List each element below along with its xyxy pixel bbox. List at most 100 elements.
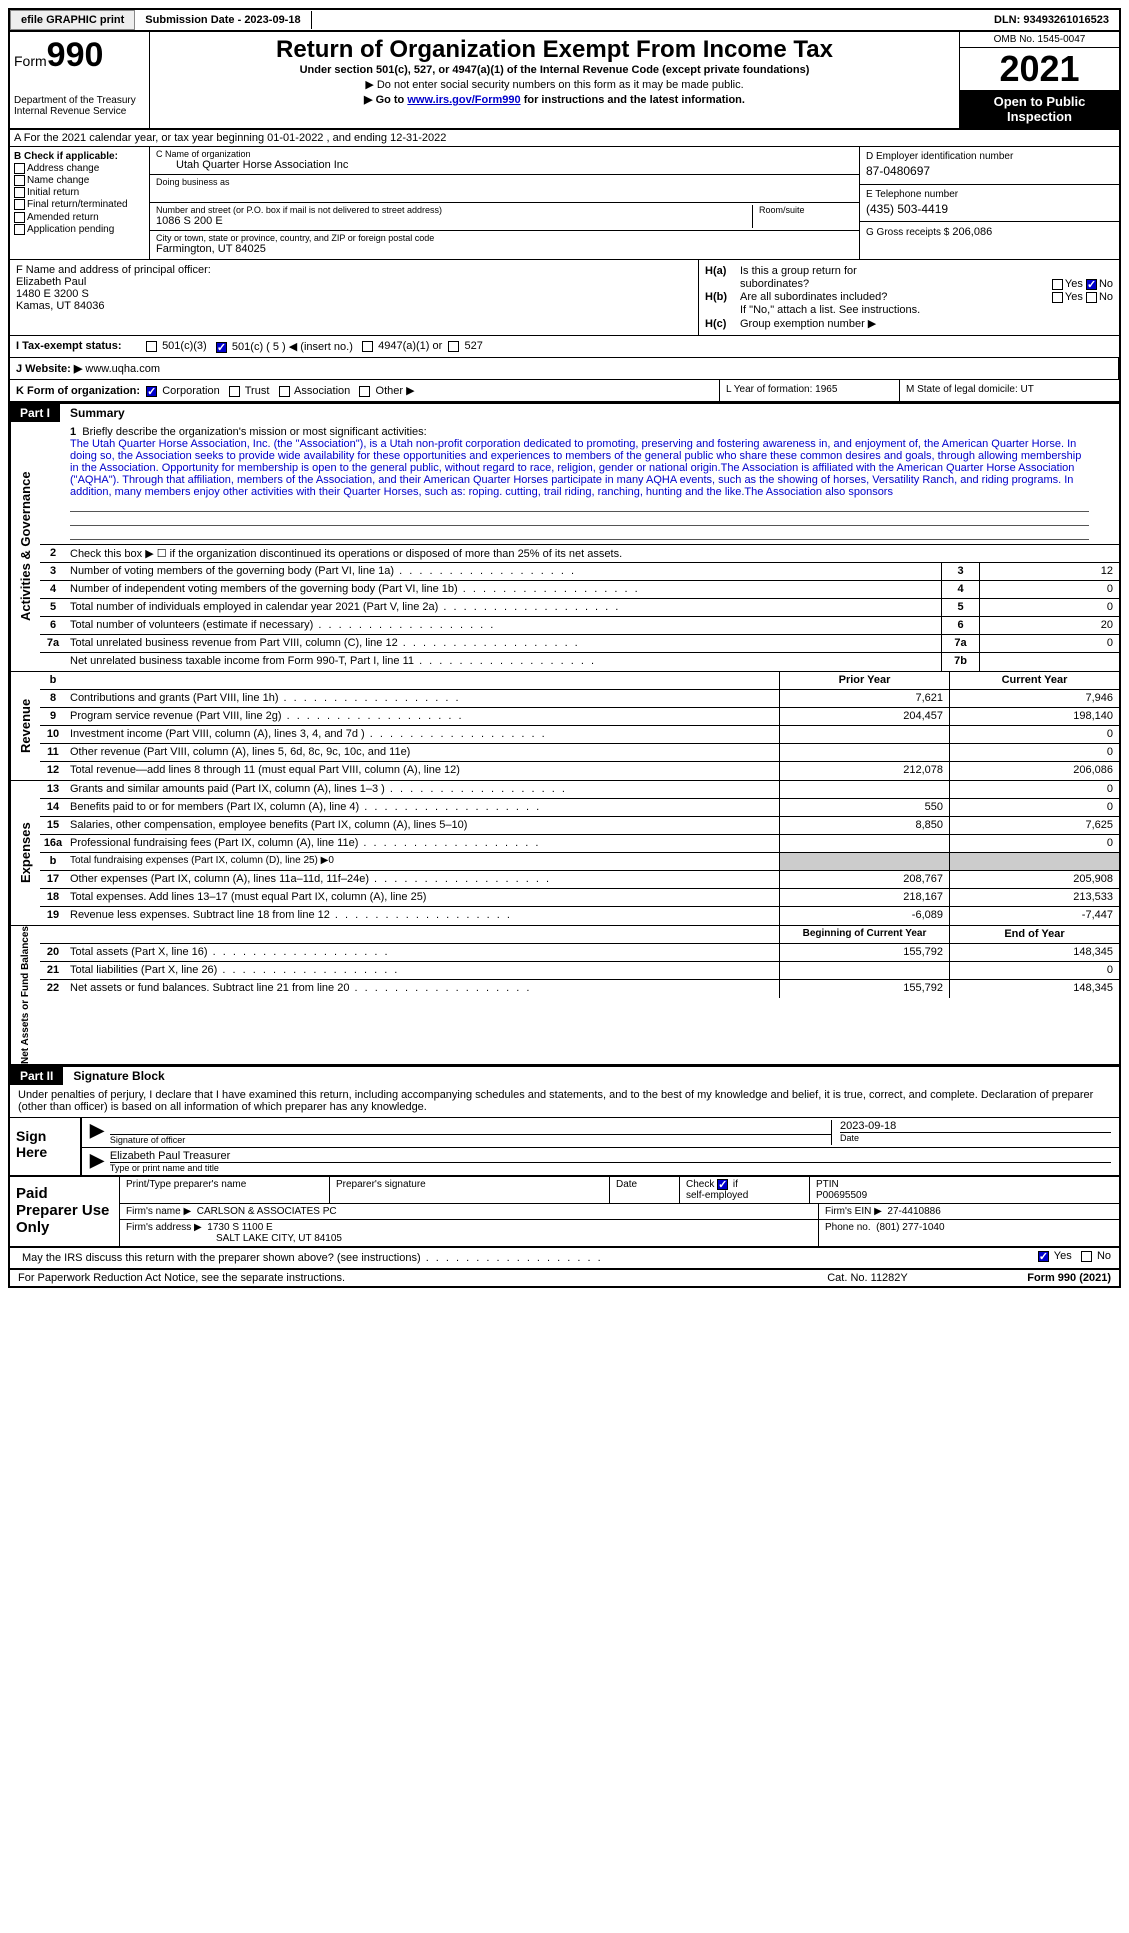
- row-k: K Form of organization: Corporation Trus…: [10, 380, 1119, 403]
- prep-c4: Check ifself-employed: [680, 1177, 810, 1203]
- l16b-py: [779, 853, 949, 870]
- hb-yes[interactable]: Yes: [1052, 291, 1083, 303]
- year-formation: L Year of formation: 1965: [719, 380, 899, 401]
- footer-left: For Paperwork Reduction Act Notice, see …: [18, 1272, 827, 1284]
- firm-name-cell: Firm's name ▶ CARLSON & ASSOCIATES PC: [120, 1204, 819, 1219]
- gross-lbl: G Gross receipts $: [866, 227, 949, 238]
- l10-py: [779, 726, 949, 743]
- ck-4947[interactable]: 4947(a)(1) or: [362, 340, 442, 353]
- dba-cell: Doing business as: [150, 175, 859, 203]
- box-f: F Name and address of principal officer:…: [10, 260, 699, 335]
- ck-assoc[interactable]: Association: [279, 385, 351, 397]
- part2-header: Part II Signature Block: [10, 1066, 1119, 1085]
- l16a-cy: 0: [949, 835, 1119, 852]
- current-year-hdr: Current Year: [949, 672, 1119, 689]
- line-7b: Net unrelated business taxable income fr…: [40, 653, 1119, 671]
- rev-header: b Prior Year Current Year: [40, 672, 1119, 690]
- l20-py: 155,792: [779, 944, 949, 961]
- form-number: 990: [47, 36, 104, 74]
- gross-cell: G Gross receipts $ 206,086: [860, 222, 1119, 259]
- ck-initial[interactable]: Initial return: [14, 187, 145, 198]
- state-domicile: M State of legal domicile: UT: [899, 380, 1119, 401]
- line-15: 15Salaries, other compensation, employee…: [40, 817, 1119, 835]
- sign-here-lbl: Sign Here: [10, 1118, 80, 1175]
- entity-block: B Check if applicable: Address change Na…: [10, 147, 1119, 260]
- j-lbl: J Website: ▶: [16, 363, 82, 375]
- efile-print-button[interactable]: efile GRAPHIC print: [10, 10, 135, 30]
- discuss-yes[interactable]: Yes: [1038, 1250, 1072, 1262]
- firm-phone-cell: Phone no. (801) 277-1040: [819, 1220, 1119, 1246]
- irs-link[interactable]: www.irs.gov/Form990: [407, 94, 520, 106]
- line-9: 9Program service revenue (Part VIII, lin…: [40, 708, 1119, 726]
- addr-val: 1086 S 200 E: [156, 215, 746, 227]
- l16a-py: [779, 835, 949, 852]
- dln: DLN: 93493261016523: [984, 11, 1119, 29]
- f-lbl: F Name and address of principal officer:: [16, 264, 692, 276]
- box-h: H(a) Is this a group return for subordin…: [699, 260, 1119, 335]
- l17-py: 208,767: [779, 871, 949, 888]
- mission-text: The Utah Quarter Horse Association, Inc.…: [70, 438, 1089, 498]
- ck-amended[interactable]: Amended return: [14, 212, 145, 223]
- line-19: 19Revenue less expenses. Subtract line 1…: [40, 907, 1119, 925]
- ck-address[interactable]: Address change: [14, 163, 145, 174]
- form-label: Form990: [14, 36, 145, 75]
- addr-lbl: Number and street (or P.O. box if mail i…: [156, 205, 746, 215]
- ck-527[interactable]: 527: [448, 340, 482, 353]
- prep-c3: Date: [610, 1177, 680, 1203]
- ck-corp[interactable]: Corporation: [146, 385, 220, 397]
- discuss-no[interactable]: No: [1081, 1250, 1111, 1262]
- officer-sig-lbl: Signature of officer: [110, 1134, 831, 1145]
- l19-cy: -7,447: [949, 907, 1119, 925]
- form-subtitle-1: Under section 501(c), 527, or 4947(a)(1)…: [154, 64, 955, 76]
- l11-cy: 0: [949, 744, 1119, 761]
- line-7a: 7aTotal unrelated business revenue from …: [40, 635, 1119, 653]
- ck-other[interactable]: Other ▶: [359, 385, 414, 397]
- line-18: 18Total expenses. Add lines 13–17 (must …: [40, 889, 1119, 907]
- l18-cy: 213,533: [949, 889, 1119, 906]
- l21-py: [779, 962, 949, 979]
- prep-c1: Print/Type preparer's name: [120, 1177, 330, 1203]
- ha-yes[interactable]: Yes: [1052, 278, 1083, 290]
- hc-lbl: H(c): [705, 318, 740, 330]
- ck-501c3[interactable]: 501(c)(3): [146, 340, 207, 353]
- org-name-lbl: C Name of organization: [156, 149, 853, 159]
- line-14: 14Benefits paid to or for members (Part …: [40, 799, 1119, 817]
- line-4: 4Number of independent voting members of…: [40, 581, 1119, 599]
- ck-trust[interactable]: Trust: [229, 385, 270, 397]
- ck-pending[interactable]: Application pending: [14, 224, 145, 235]
- arrow-icon-2: ▶: [90, 1150, 104, 1173]
- l12-cy: 206,086: [949, 762, 1119, 780]
- officer-name: Elizabeth Paul Treasurer: [110, 1150, 1111, 1162]
- arrow-icon: ▶: [90, 1120, 104, 1145]
- line-20: 20Total assets (Part X, line 16) 155,792…: [40, 944, 1119, 962]
- topbar: efile GRAPHIC print Submission Date - 20…: [10, 10, 1119, 32]
- line-2: 2Check this box ▶ ☐ if the organization …: [40, 545, 1119, 563]
- city-lbl: City or town, state or province, country…: [156, 233, 853, 243]
- city-val: Farmington, UT 84025: [156, 243, 853, 255]
- hb-no[interactable]: No: [1086, 291, 1113, 303]
- l14-py: 550: [779, 799, 949, 816]
- l15-py: 8,850: [779, 817, 949, 834]
- ck-name[interactable]: Name change: [14, 175, 145, 186]
- side-revenue: Revenue: [10, 672, 40, 780]
- row-j: J Website: ▶ www.uqha.com: [10, 358, 1119, 380]
- ck-501c[interactable]: 501(c) ( 5 ) ◀ (insert no.): [216, 340, 353, 353]
- ck-final[interactable]: Final return/terminated: [14, 199, 145, 210]
- line-17: 17Other expenses (Part IX, column (A), l…: [40, 871, 1119, 889]
- line-7a-val: 0: [979, 635, 1119, 652]
- sub3-pre: ▶ Go to: [364, 94, 407, 106]
- l10-cy: 0: [949, 726, 1119, 743]
- section-netassets: Net Assets or Fund Balances Beginning of…: [10, 926, 1119, 1066]
- ha-no[interactable]: No: [1086, 278, 1113, 290]
- org-name-cell: C Name of organization Utah Quarter Hors…: [150, 147, 859, 175]
- k-lbl: K Form of organization:: [16, 385, 140, 397]
- ck-selfemp[interactable]: [717, 1179, 728, 1190]
- header-left: Form990 Department of the Treasury Inter…: [10, 32, 150, 128]
- eoy-hdr: End of Year: [949, 926, 1119, 943]
- gross-val: 206,086: [952, 226, 992, 238]
- line-12: 12Total revenue—add lines 8 through 11 (…: [40, 762, 1119, 780]
- mission-block: 1 Briefly describe the organization's mi…: [40, 422, 1119, 545]
- side-netassets: Net Assets or Fund Balances: [10, 926, 40, 1064]
- ha-lbl: H(a): [705, 265, 740, 277]
- footer-right: Form 990 (2021): [1027, 1272, 1111, 1284]
